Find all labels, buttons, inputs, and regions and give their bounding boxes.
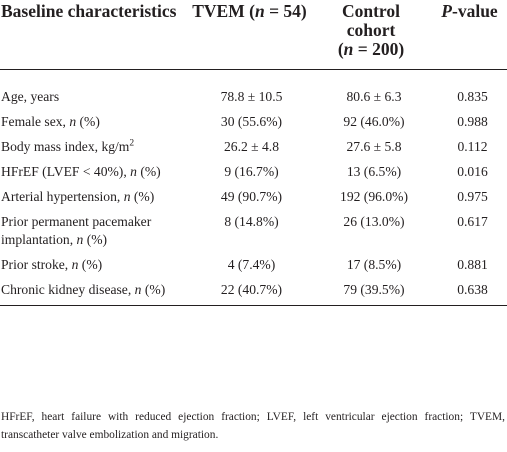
table-row: Female sex, n (%) 30 (55.6%) 92 (46.0%) 0.9… xyxy=(0,109,507,134)
row-label: Body mass index, kg/m2 xyxy=(1,138,135,154)
row-tvem-value: 9 (16.7%) xyxy=(224,164,279,179)
row-label: Age, years xyxy=(1,89,60,104)
row-label: Prior stroke, n (%) xyxy=(1,257,103,272)
table-header-row: Baseline characteristics TVEM (n = 54) C… xyxy=(0,0,507,70)
row-p-value: 0.835 xyxy=(457,89,488,104)
row-control-value: 80.6 ± 6.3 xyxy=(346,89,402,104)
row-p-value: 0.881 xyxy=(457,257,488,272)
table-header: Baseline characteristics TVEM (n = 54) C… xyxy=(0,0,507,70)
row-label: Chronic kidney disease, n (%) xyxy=(1,282,166,297)
header-tvem: TVEM (n = 54) xyxy=(192,1,307,21)
row-label: Arterial hypertension, n (%) xyxy=(1,189,155,204)
header-baseline-characteristics: Baseline characteristics xyxy=(1,1,177,21)
row-p-value: 0.975 xyxy=(457,189,488,204)
row-p-value: 0.016 xyxy=(457,164,488,179)
row-tvem-value: 8 (14.8%) xyxy=(224,214,279,229)
row-p-value: 0.988 xyxy=(457,114,488,129)
row-tvem-value: 22 (40.7%) xyxy=(220,282,283,297)
table-row: Chronic kidney disease, n (%) 22 (40.7%) 7… xyxy=(0,277,507,306)
row-control-value: 17 (8.5%) xyxy=(346,257,402,272)
row-tvem-value: 49 (90.7%) xyxy=(220,189,283,204)
row-control-value: 92 (46.0%) xyxy=(343,114,405,129)
row-tvem-value: 26.2 ± 4.8 xyxy=(223,139,280,154)
table-row: Prior stroke, n (%) 4 (7.4%) 17 (8.5%) 0.88… xyxy=(0,252,507,277)
row-control-value: 79 (39.5%) xyxy=(343,282,405,297)
header-control-cohort: Control cohort (n = 200) xyxy=(337,1,405,59)
table-row: HFrEF (LVEF < 40%), n (%) 9 (16.7%) 13 (6.… xyxy=(0,159,507,184)
table-footnote: HFrEF, heart failure with reduced ejecti… xyxy=(1,411,505,441)
row-label: HFrEF (LVEF < 40%), n (%) xyxy=(1,164,161,179)
row-tvem-value: 30 (55.6%) xyxy=(220,114,283,129)
row-control-value: 26 (13.0%) xyxy=(343,214,405,229)
row-tvem-value: 78.8 ± 10.5 xyxy=(220,89,283,104)
row-label: Prior permanent pacemaker implantation, … xyxy=(1,214,152,247)
table-body: Age, years 78.8 ± 10.5 80.6 ± 6.3 0.835 Fema… xyxy=(0,70,507,306)
table-row: Age, years 78.8 ± 10.5 80.6 ± 6.3 0.835 xyxy=(0,70,507,110)
row-control-value: 27.6 ± 5.8 xyxy=(346,139,402,154)
table-row: Prior permanent pacemaker implantation, … xyxy=(0,209,507,252)
baseline-characteristics-table-container: Baseline characteristics TVEM (n = 54) C… xyxy=(0,0,507,306)
baseline-characteristics-table: Baseline characteristics TVEM (n = 54) C… xyxy=(0,0,507,306)
row-p-value: 0.112 xyxy=(457,139,488,154)
row-control-value: 13 (6.5%) xyxy=(346,164,402,179)
header-p-value: P-value xyxy=(441,1,498,21)
table-row: Arterial hypertension, n (%) 49 (90.7%) 19… xyxy=(0,184,507,209)
row-control-value: 192 (96.0%) xyxy=(340,189,408,204)
row-p-value: 0.617 xyxy=(457,214,488,229)
row-p-value: 0.638 xyxy=(457,282,488,297)
table-row: Body mass index, kg/m2 26.2 ± 4.8 27.6 ± 5… xyxy=(0,134,507,159)
row-tvem-value: 4 (7.4%) xyxy=(227,257,276,272)
row-label: Female sex, n (%) xyxy=(1,114,100,129)
